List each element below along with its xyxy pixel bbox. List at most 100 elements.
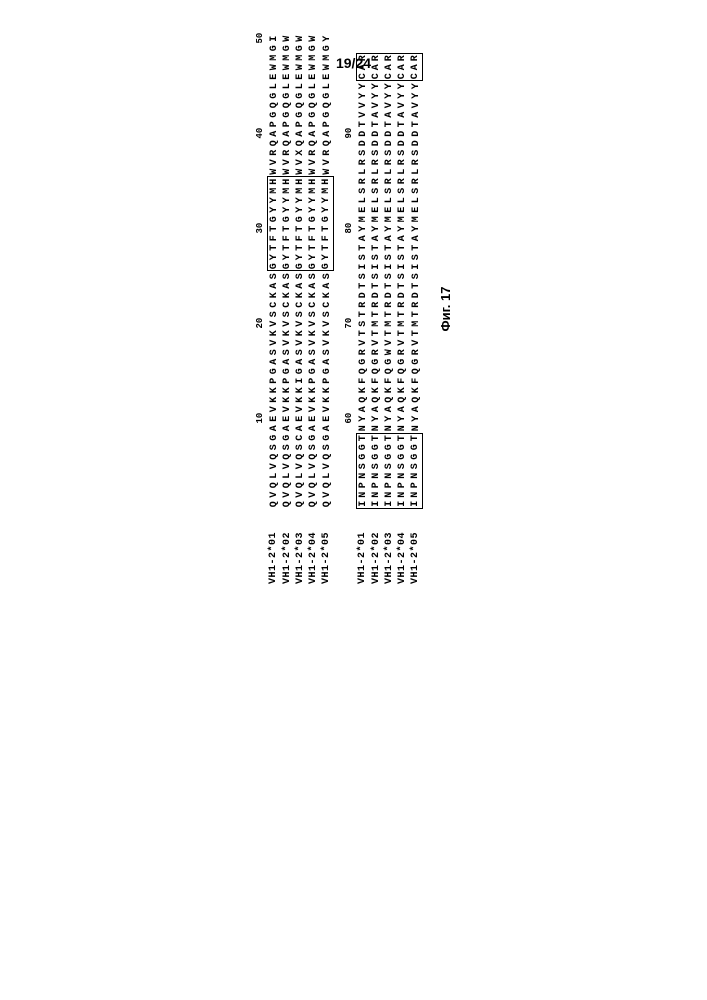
residue-cell: K — [294, 329, 307, 339]
residue-cell: S — [307, 348, 320, 358]
residue-cell: A — [409, 234, 422, 244]
residue-cell: T — [396, 243, 409, 253]
ruler-tick — [344, 186, 354, 196]
residue-cell: N — [409, 424, 422, 434]
residue-cell: G — [409, 452, 423, 462]
residue-cell: Q — [267, 139, 280, 149]
residue-cell: R — [409, 348, 422, 358]
sequence-row: VH1-2*04INPNSGGTNYAQKFQGRVTMTRDTSISTAYME… — [396, 34, 409, 584]
residue-cell: C — [396, 72, 409, 82]
residue-cell: G — [294, 215, 307, 225]
residue-cell: G — [396, 443, 409, 453]
residue-cell: T — [267, 224, 281, 234]
residue-cell: Q — [267, 101, 280, 111]
residue-cell: Y — [294, 196, 307, 206]
residue-cell: S — [281, 443, 294, 453]
residue-cell: P — [281, 120, 294, 130]
residue-cell: F — [294, 234, 307, 244]
residue-cell: V — [307, 405, 320, 415]
residue-cell: C — [307, 300, 320, 310]
residue-cell: N — [383, 490, 396, 500]
residue-cell: V — [281, 490, 294, 500]
residue-cell: A — [356, 234, 369, 244]
residue-cell: S — [396, 462, 409, 472]
residue-cell: S — [396, 186, 409, 196]
residue-cell: A — [409, 405, 422, 415]
residue-cell: K — [320, 291, 333, 301]
ruler-tick — [344, 91, 354, 101]
residue-cell: Y — [307, 205, 320, 215]
residue-cell: G — [396, 452, 409, 462]
alignment-block-1: 1020304050 VH1-2*01QVQLVQSGAEVKKPGASVKVS… — [255, 34, 334, 584]
residue-cell: Y — [320, 253, 334, 263]
residue-cell: Q — [409, 395, 422, 405]
residue-cell: R — [370, 53, 383, 63]
residue-cell: E — [356, 205, 369, 215]
residue-cell: N — [370, 471, 383, 481]
residue-cell: D — [383, 129, 396, 139]
residue-cell: R — [356, 300, 369, 310]
sequence-row: VH1-2*03INPNSGGTNYAQKFQGWVTMTRDTSISTAYME… — [383, 34, 396, 584]
residue-cell: G — [294, 262, 307, 272]
residue-cell: A — [383, 110, 396, 120]
residue-cell: N — [370, 424, 383, 434]
residue-cell: T — [383, 310, 396, 320]
residue-cell: S — [320, 310, 333, 320]
ruler-tick — [344, 367, 354, 377]
residue-cell: C — [356, 72, 370, 82]
ruler-tick — [344, 158, 354, 168]
residue-cell: T — [383, 329, 396, 339]
residue-cell: T — [281, 224, 294, 234]
residue-cell: L — [356, 196, 369, 206]
residue-cell: H — [294, 177, 307, 187]
residue-cell: L — [409, 196, 422, 206]
residue-cell: Q — [320, 500, 333, 510]
residue-cell: Y — [383, 82, 396, 92]
ruler-tick — [344, 215, 354, 225]
residue-cell: T — [383, 243, 396, 253]
residue-cell: Y — [356, 224, 369, 234]
residue-cell: V — [320, 158, 333, 168]
residue-cell: Y — [281, 205, 294, 215]
residue-cell: A — [307, 281, 320, 291]
residue-cell: Q — [267, 481, 280, 491]
sequence-row: VH1-2*01INPNSGGTNYAQKFQGRVTSTRDTSISTAYME… — [356, 34, 370, 584]
ruler-tick — [344, 462, 354, 472]
residue-cell: R — [396, 300, 409, 310]
ruler-tick — [255, 63, 265, 73]
residue-cell: Y — [396, 224, 409, 234]
residue-cell: G — [320, 262, 334, 272]
residue-cell: S — [370, 272, 383, 282]
residue-cell: G — [294, 91, 307, 101]
sequence-label: VH1-2*01 — [269, 509, 279, 584]
residue-cell: R — [383, 158, 396, 168]
residue-cell: A — [281, 424, 294, 434]
residue-cell: S — [396, 148, 409, 158]
ruler-tick — [255, 367, 265, 377]
residue-cell: Y — [281, 196, 294, 206]
residue-cell: Q — [307, 452, 320, 462]
residue-cell: W — [320, 63, 333, 73]
residue-cell: A — [267, 281, 280, 291]
residue-cell: A — [281, 357, 294, 367]
residue-cell: Q — [294, 481, 307, 491]
residue-cell: K — [281, 395, 294, 405]
residue-cell: R — [396, 348, 409, 358]
residue-cell: S — [307, 443, 320, 453]
residue-cell: G — [267, 91, 280, 101]
residue-cell: L — [396, 196, 409, 206]
residue-cell: H — [267, 177, 281, 187]
residue-cell: G — [281, 110, 294, 120]
residue-cell: Q — [294, 500, 307, 510]
residue-cell: G — [320, 44, 333, 54]
residue-cell: Y — [281, 253, 294, 263]
sequence-row: VH1-2*05QVQLVQSGAEVKKPGASVKVSCKASGYTFTGY… — [320, 34, 334, 584]
residue-cell: F — [320, 234, 334, 244]
residue-cell: A — [383, 405, 396, 415]
residue-cell: S — [320, 443, 333, 453]
residue-cell: R — [356, 348, 369, 358]
ruler-tick: 30 — [255, 224, 265, 234]
residue-cell: K — [383, 386, 396, 396]
residue-cell: W — [267, 63, 280, 73]
residue-cell: P — [281, 376, 294, 386]
